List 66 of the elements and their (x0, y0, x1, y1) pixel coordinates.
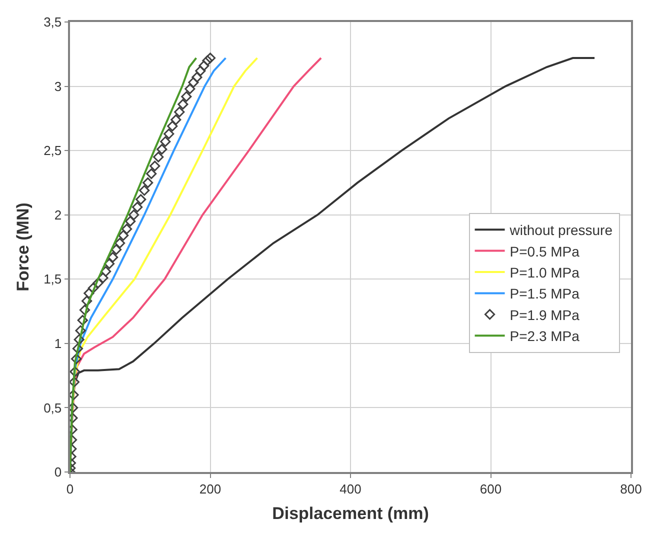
point (178, 98, 188, 110)
point (202, 55, 213, 66)
point (198, 60, 210, 72)
point (204, 52, 216, 64)
point (174, 106, 185, 118)
point (142, 177, 154, 188)
y-tick-label: 3,5 (44, 14, 62, 30)
x-tick-label: 0 (66, 481, 74, 496)
point (79, 304, 90, 316)
legend-label: P=1.9 MPa (510, 306, 580, 323)
point (195, 66, 206, 76)
legend-label: P=1.5 MPa (510, 286, 580, 302)
point (84, 288, 94, 299)
y-tick-label: 2 (54, 207, 62, 222)
point (170, 114, 182, 126)
line-series (70, 57, 198, 472)
point (92, 278, 104, 288)
point (122, 224, 132, 234)
x-tick-label: 800 (620, 481, 642, 496)
y-tick-label: 1 (54, 336, 62, 351)
legend-label: P=2.3 MPa (510, 328, 580, 344)
point (71, 354, 82, 364)
point (167, 120, 178, 132)
legend-label: P=0.5 MPa (510, 243, 580, 260)
point (164, 128, 174, 140)
point (188, 77, 199, 88)
point (107, 252, 118, 263)
point (184, 84, 196, 94)
point (192, 72, 202, 83)
y-tick-label: 0,5 (44, 400, 62, 416)
point (70, 366, 80, 378)
point (146, 168, 157, 180)
y-tick-label: 1,5 (44, 272, 62, 287)
point (110, 244, 122, 255)
x-tick-label: 400 (340, 481, 362, 496)
y-axis-title: Force (MN) (14, 202, 33, 292)
point (156, 144, 168, 155)
point (160, 136, 171, 147)
point (132, 202, 143, 212)
point (74, 334, 84, 345)
point (70, 376, 80, 388)
y-tick-label: 0 (54, 464, 62, 480)
point (125, 216, 136, 227)
point (150, 160, 160, 172)
point (77, 314, 88, 326)
point (136, 194, 146, 205)
point (118, 230, 129, 241)
x-axis-title: Displacement (mm) (272, 504, 429, 524)
point (98, 272, 108, 284)
point (82, 296, 92, 306)
x-tick-label: 600 (480, 481, 502, 496)
point (153, 152, 164, 162)
point (181, 91, 192, 102)
point (104, 258, 115, 270)
point (114, 238, 126, 248)
point (100, 266, 112, 277)
y-tick-label: 3 (54, 78, 62, 94)
y-tick-label: 2,5 (44, 143, 62, 158)
point (88, 282, 98, 294)
x-tick-label: 200 (199, 481, 222, 496)
point (128, 210, 140, 220)
point (139, 185, 150, 196)
point (75, 325, 86, 336)
point (72, 343, 84, 354)
legend-label: P=1.0 MPa (510, 264, 580, 280)
legend-label: without pressure (508, 222, 613, 238)
